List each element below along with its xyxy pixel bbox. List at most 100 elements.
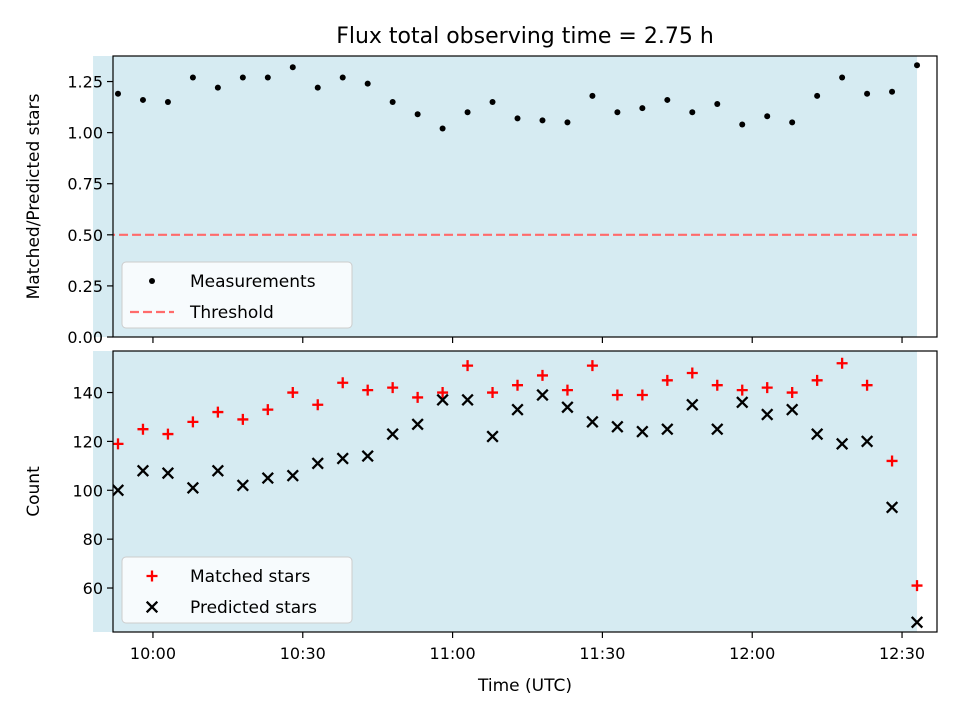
predicted-star-point [761,408,774,421]
y-axis-label: Count [24,466,44,517]
x-tick-label: 10:30 [280,644,326,663]
predicted-star-point [311,457,324,470]
measurement-point [339,74,346,81]
predicted-star-point [436,393,449,406]
matched-star-point [611,389,623,401]
matched-star-point [761,382,773,394]
y-tick-label: 0.50 [67,226,103,245]
predicted-star-point [885,501,899,514]
legend-box [121,261,353,329]
measurement-point [514,115,521,122]
measurement-point [164,98,171,105]
matched-star-point [187,416,199,428]
measurement-point [764,113,771,120]
predicted-star-point [611,420,624,433]
legend-box [121,556,353,624]
matched-star-point [512,379,524,391]
predicted-star-point [736,396,749,409]
legend-marker-dot [149,278,155,284]
matched-star-point [462,360,474,372]
plot-area [113,357,924,629]
matched-star-point [736,384,748,396]
y-tick-label: 100 [72,481,103,500]
count-panel: 60 80 100 120 140 10:00 10:30 11:00 11:30 12:00 12… [24,350,938,663]
matched-star-point [113,438,124,450]
measurement-point [614,109,621,116]
matched-star-point [686,367,698,379]
measurement-point [214,84,221,91]
matched-star-point [137,423,149,435]
predicted-star-point [411,418,424,431]
measurement-point [839,74,846,81]
measurement-point [189,74,196,81]
predicted-star-point [836,437,849,450]
matched-star-point [836,357,848,369]
matched-star-point [387,382,399,394]
predicted-star-point [261,471,274,485]
x-tick-label: 12:00 [729,644,775,663]
predicted-star-point [186,481,200,494]
y-tick-label: 0.25 [67,277,103,296]
y-tick-label: 1.00 [67,124,103,143]
matched-star-point [786,387,798,399]
predicted-star-point [136,464,150,477]
measurement-point [364,80,371,87]
predicted-star-point [636,425,649,438]
predicted-star-point [361,449,374,463]
predicted-star-point [511,403,524,416]
predicted-star-point [236,479,249,492]
matched-star-point [536,369,548,381]
x-tick-label: 10:00 [130,644,176,663]
measurement-point [714,101,721,108]
legend-label: Predicted stars [190,598,317,618]
matched-star-point [412,391,424,403]
predicted-star-point [586,415,599,428]
matched-star-point [711,379,723,391]
y-tick-label: 120 [72,432,103,451]
matched-star-point [636,389,648,401]
measurement-point [314,84,321,91]
measurement-point [239,74,246,81]
predicted-star-point [786,403,799,416]
predicted-star-point [686,398,699,411]
matched-star-point [811,374,823,386]
predicted-star-point [661,423,674,436]
measurement-point [564,119,571,126]
measurement-point [914,62,921,69]
measurement-point [289,64,296,71]
matched-star-point [911,580,923,592]
axes-frame [112,350,938,633]
legend-marker-plus [146,570,158,582]
matched-star-point [337,377,349,389]
x-tick-label: 11:00 [430,644,476,663]
axes-frame [112,55,938,338]
x-tick-label: 12:30 [879,644,925,663]
predicted-star-point [711,423,724,436]
predicted-star-point [211,464,224,477]
measurement-point [264,74,271,81]
measurement-point [114,90,121,97]
matched-star-point [437,387,449,399]
plot-area [113,62,921,236]
measurement-point [689,109,696,116]
predicted-star-point [811,427,824,441]
y-tick-label: 0.75 [67,175,103,194]
measurement-point [814,92,821,99]
predicted-star-point [561,401,574,414]
predicted-star-point [860,435,874,448]
matched-star-point [237,413,249,425]
measurement-point [864,90,871,97]
measurement-point [539,117,546,124]
measurement-point [414,111,421,118]
chart-title: Flux total observing time = 2.75 h [336,24,714,49]
predicted-star-point [286,469,299,482]
legend-label: Threshold [189,303,274,323]
ratio-panel: 0.00 0.25 0.50 0.75 1.00 1.25 Matched/Predicte… [24,55,938,347]
measurement-point [439,125,446,132]
measurement-point [664,96,671,103]
y-tick-label: 140 [72,384,103,403]
predicted-star-point [486,430,499,443]
matched-star-point [362,384,374,396]
y-axis-label: Matched/Predicted stars [24,93,44,299]
